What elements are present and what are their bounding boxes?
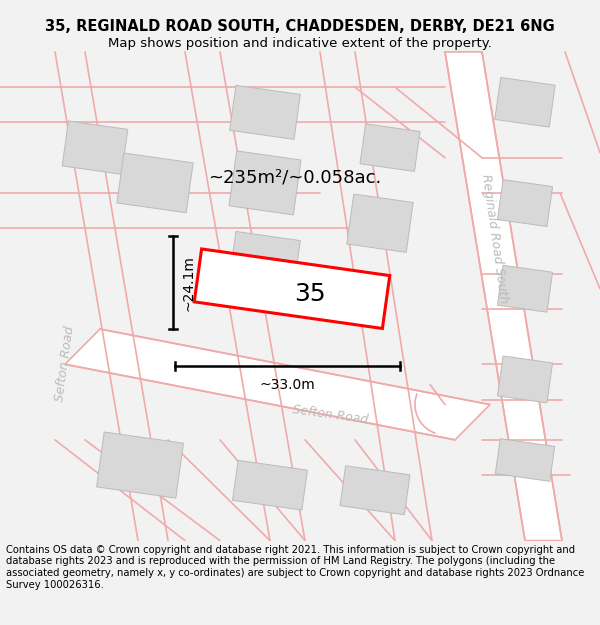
Text: 35, REGINALD ROAD SOUTH, CHADDESDEN, DERBY, DE21 6NG: 35, REGINALD ROAD SOUTH, CHADDESDEN, DER… — [45, 19, 555, 34]
Polygon shape — [97, 432, 184, 498]
Polygon shape — [62, 121, 128, 174]
Polygon shape — [445, 52, 562, 541]
Text: 35: 35 — [294, 282, 326, 306]
Polygon shape — [230, 231, 301, 286]
Text: ~24.1m: ~24.1m — [181, 255, 195, 311]
Polygon shape — [496, 439, 554, 481]
Text: Sefton Road: Sefton Road — [292, 403, 368, 426]
Text: Sefton Road: Sefton Road — [53, 326, 77, 403]
Polygon shape — [117, 153, 193, 213]
Polygon shape — [340, 466, 410, 515]
Polygon shape — [497, 179, 553, 226]
Text: ~235m²/~0.058ac.: ~235m²/~0.058ac. — [208, 169, 382, 187]
Polygon shape — [497, 356, 553, 403]
Text: Reginald Road South: Reginald Road South — [479, 173, 511, 304]
Polygon shape — [229, 151, 301, 215]
Polygon shape — [360, 124, 420, 171]
Polygon shape — [347, 194, 413, 252]
Polygon shape — [65, 329, 490, 440]
Polygon shape — [230, 86, 301, 139]
Text: ~33.0m: ~33.0m — [260, 378, 316, 392]
Polygon shape — [233, 461, 307, 510]
Polygon shape — [497, 265, 553, 312]
Text: Map shows position and indicative extent of the property.: Map shows position and indicative extent… — [108, 38, 492, 50]
Polygon shape — [194, 249, 390, 329]
Polygon shape — [495, 78, 555, 127]
Text: Contains OS data © Crown copyright and database right 2021. This information is : Contains OS data © Crown copyright and d… — [6, 545, 584, 589]
